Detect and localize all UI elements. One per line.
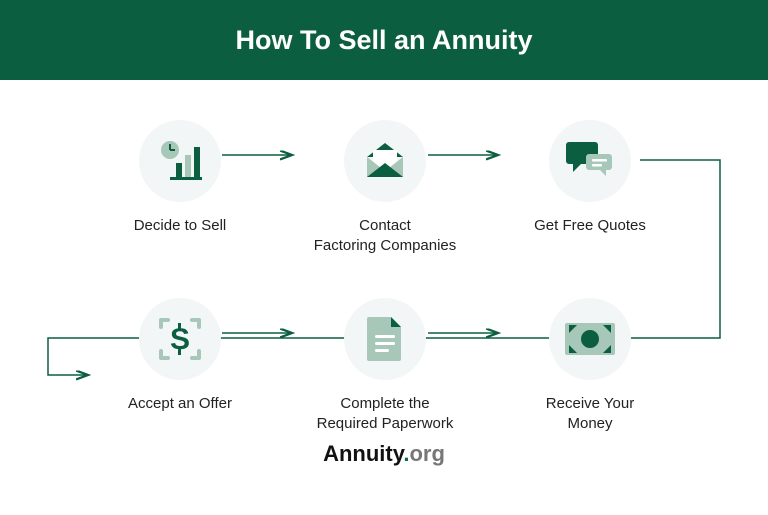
cash-icon bbox=[549, 298, 631, 380]
brand-suffix: org bbox=[409, 441, 444, 466]
dollar-icon: S bbox=[139, 298, 221, 380]
document-icon bbox=[344, 298, 426, 380]
chat-icon bbox=[549, 120, 631, 202]
page-title: How To Sell an Annuity bbox=[236, 25, 533, 56]
title-banner: How To Sell an Annuity bbox=[0, 0, 768, 80]
step-accept: S Accept an Offer bbox=[90, 298, 270, 414]
envelope-icon bbox=[344, 120, 426, 202]
step-label: Accept an Offer bbox=[128, 394, 232, 414]
step-label: Receive Your Money bbox=[546, 394, 634, 435]
brand-logo: Annuity.org bbox=[0, 441, 768, 475]
step-label: Complete the Required Paperwork bbox=[317, 394, 454, 435]
step-contact: Contact Factoring Companies bbox=[295, 120, 475, 257]
step-paperwork: Complete the Required Paperwork bbox=[295, 298, 475, 435]
flowchart-area: Decide to Sell Contact Factoring Compani… bbox=[0, 80, 768, 475]
step-quotes: Get Free Quotes bbox=[500, 120, 680, 236]
chart-clock-icon bbox=[139, 120, 221, 202]
step-label: Contact Factoring Companies bbox=[314, 216, 457, 257]
step-label: Get Free Quotes bbox=[534, 216, 646, 236]
step-decide: Decide to Sell bbox=[90, 120, 270, 236]
brand-main: Annuity bbox=[323, 441, 403, 466]
step-money: Receive Your Money bbox=[500, 298, 680, 435]
step-label: Decide to Sell bbox=[134, 216, 227, 236]
